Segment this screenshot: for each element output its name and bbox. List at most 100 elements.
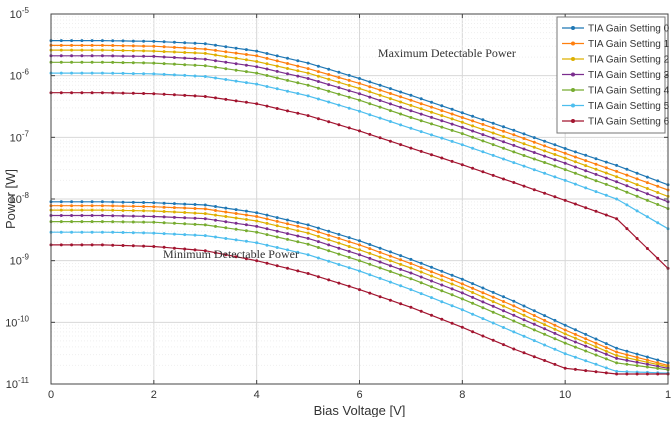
data-point bbox=[378, 93, 382, 97]
data-point bbox=[347, 73, 351, 77]
data-point bbox=[203, 47, 207, 51]
data-point bbox=[70, 48, 74, 52]
data-point bbox=[573, 160, 577, 164]
data-point bbox=[553, 331, 557, 335]
data-point bbox=[656, 184, 660, 188]
data-point bbox=[316, 86, 320, 90]
data-point bbox=[142, 39, 146, 43]
data-point bbox=[172, 202, 176, 206]
data-point bbox=[522, 147, 526, 151]
data-point bbox=[409, 257, 413, 261]
data-point bbox=[604, 357, 608, 361]
data-point bbox=[532, 328, 536, 332]
data-point bbox=[584, 175, 588, 179]
data-point bbox=[532, 151, 536, 154]
data-point bbox=[543, 149, 547, 153]
data-point bbox=[214, 96, 217, 100]
data-point bbox=[553, 164, 557, 168]
data-point bbox=[615, 186, 619, 190]
data-point bbox=[440, 317, 444, 321]
data-point bbox=[450, 293, 454, 297]
data-point bbox=[183, 73, 187, 77]
data-point bbox=[131, 54, 135, 58]
series-6-max-curve bbox=[49, 91, 670, 270]
data-point bbox=[430, 285, 433, 289]
data-point bbox=[275, 264, 279, 268]
data-point bbox=[604, 182, 608, 186]
data-point bbox=[440, 289, 444, 293]
data-point bbox=[594, 167, 598, 171]
data-point bbox=[645, 358, 649, 362]
data-point bbox=[296, 92, 300, 95]
data-point bbox=[286, 109, 289, 113]
data-point bbox=[399, 258, 403, 262]
data-point bbox=[224, 60, 228, 64]
data-point bbox=[522, 323, 526, 327]
data-point bbox=[604, 160, 608, 164]
data-point bbox=[553, 153, 557, 156]
data-point bbox=[358, 253, 361, 257]
data-point bbox=[491, 290, 495, 294]
legend-swatch-marker bbox=[571, 88, 575, 92]
data-point bbox=[234, 46, 238, 50]
data-point bbox=[203, 51, 207, 55]
data-point bbox=[121, 54, 125, 58]
data-point bbox=[224, 97, 228, 101]
data-point bbox=[409, 93, 413, 97]
data-point bbox=[532, 140, 536, 144]
data-point bbox=[491, 126, 495, 130]
data-point bbox=[275, 216, 279, 220]
data-point bbox=[553, 158, 557, 162]
data-point bbox=[656, 196, 660, 200]
data-point bbox=[111, 91, 115, 95]
data-point bbox=[90, 208, 94, 212]
data-point bbox=[121, 200, 125, 204]
data-point bbox=[183, 63, 187, 67]
data-point bbox=[635, 209, 639, 213]
data-point bbox=[203, 42, 207, 46]
data-point bbox=[399, 254, 403, 258]
data-point bbox=[193, 203, 197, 206]
data-point bbox=[162, 232, 166, 236]
data-point bbox=[532, 355, 536, 359]
data-point bbox=[286, 237, 289, 241]
data-point bbox=[460, 325, 464, 329]
data-point bbox=[563, 332, 567, 336]
data-point bbox=[193, 211, 197, 215]
data-point bbox=[450, 282, 454, 286]
data-point bbox=[481, 300, 485, 304]
data-point bbox=[234, 216, 238, 220]
data-point bbox=[522, 184, 526, 188]
data-point bbox=[430, 133, 433, 137]
data-point bbox=[337, 103, 341, 107]
data-point bbox=[378, 116, 382, 120]
data-point bbox=[512, 181, 516, 184]
y-tick-label: 10-9 bbox=[10, 253, 30, 268]
data-point bbox=[111, 200, 115, 204]
data-point bbox=[430, 296, 433, 300]
data-point bbox=[491, 173, 495, 177]
data-point bbox=[522, 334, 526, 338]
x-tick-label: 6 bbox=[356, 389, 362, 401]
data-point bbox=[460, 111, 464, 115]
data-point bbox=[502, 343, 505, 347]
data-point bbox=[430, 100, 433, 104]
data-point bbox=[193, 41, 197, 45]
data-point bbox=[224, 210, 228, 214]
y-tick-label: 10-10 bbox=[5, 314, 29, 329]
data-point bbox=[183, 202, 187, 206]
data-point bbox=[481, 133, 485, 137]
data-point bbox=[214, 76, 217, 80]
data-point bbox=[358, 98, 361, 102]
data-point bbox=[255, 54, 259, 58]
data-point bbox=[635, 355, 639, 359]
data-point bbox=[440, 104, 444, 108]
data-point bbox=[193, 47, 197, 50]
y-tick-label: 10-5 bbox=[10, 6, 30, 21]
data-point bbox=[255, 259, 259, 263]
data-point bbox=[615, 197, 619, 201]
data-point bbox=[162, 40, 166, 44]
data-point bbox=[296, 111, 300, 115]
series-4-max-curve bbox=[49, 60, 670, 211]
data-point bbox=[162, 72, 166, 76]
